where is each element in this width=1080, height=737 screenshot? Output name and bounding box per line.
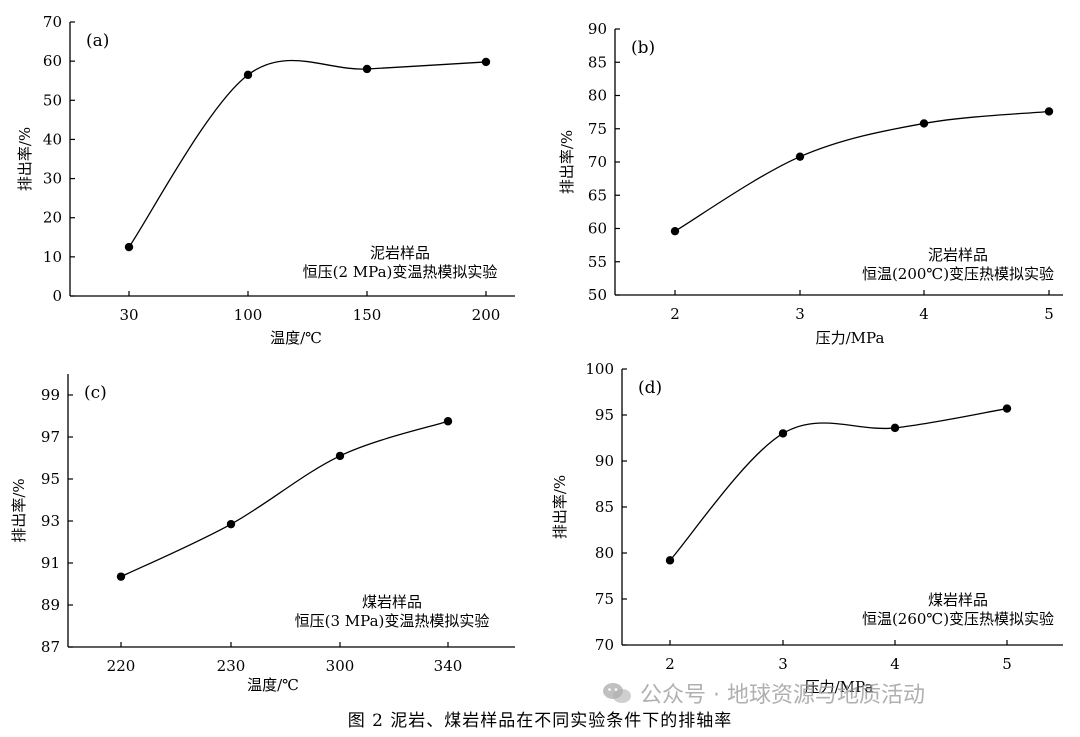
x-axis-title: 压力/MPa [816,329,885,347]
panel-label: (b) [631,38,655,58]
y-tick-label: 99 [41,386,60,404]
y-tick-label: 60 [588,220,607,238]
y-tick-label: 85 [588,53,607,71]
y-tick-label: 50 [43,91,62,109]
data-point [124,242,134,252]
series-line [128,59,487,248]
y-tick-label: 87 [41,638,60,656]
data-point [1044,107,1054,116]
watermark: 公众号 · 地球资源与地质活动 [602,676,1057,710]
x-tick-label: 30 [119,306,138,324]
series-line [120,420,449,578]
x-tick-label: 220 [107,657,136,675]
series-line [674,110,1050,232]
x-tick-label: 100 [234,306,263,324]
annotation-line: 恒温(200℃)变压热模拟实验 [862,265,1054,283]
y-tick-label: 75 [588,120,607,138]
x-axis-title: 温度/℃ [270,329,322,347]
x-tick-label: 4 [919,305,929,323]
y-tick-label: 93 [41,512,60,530]
x-axis-title: 温度/℃ [247,676,299,694]
annotation-line: 煤岩样品 [928,591,988,609]
y-tick-label: 75 [595,590,614,608]
y-axis-title: 排出率/% [558,130,576,194]
panel-d: 70 75 80 85 90 95 100 2 3 4 5 (d) 煤岩样品恒温(260℃)变压热模拟实… [551,360,1063,696]
data-point [670,226,680,236]
y-tick-label: 80 [595,544,614,562]
panel-label: (a) [86,31,109,51]
y-tick-label: 70 [595,636,614,654]
y-tick-label: 97 [41,428,60,446]
y-tick-label: 91 [41,554,60,572]
panel-label: (c) [84,383,107,403]
data-point [443,417,453,426]
y-tick-label: 55 [588,253,607,271]
y-tick-label: 20 [43,209,62,227]
y-tick-label: 80 [588,87,607,105]
y-tick-label: 40 [43,130,62,148]
data-point [665,556,675,565]
data-point [778,429,788,438]
data-point [481,57,491,67]
wechat-icon [603,683,631,703]
x-tick-label: 4 [890,655,900,673]
y-tick-label: 10 [43,248,62,266]
annotation-line: 恒温(260℃)变压热模拟实验 [862,610,1054,628]
x-tick-label: 5 [1044,305,1054,323]
annotation-line: 泥岩样品 [370,244,430,262]
y-tick-label: 65 [588,186,607,204]
y-tick-label: 30 [43,170,62,188]
data-point [919,119,929,128]
series-line [669,407,1008,561]
y-axis-title: 排出率/% [10,478,28,542]
y-tick-label: 60 [43,52,62,70]
x-tick-label: 150 [353,306,382,324]
x-tick-label: 340 [434,657,463,675]
annotation-line: 恒压(3 MPa)变温热模拟实验 [295,612,490,630]
data-point [362,64,372,74]
panel-label: (d) [638,378,662,398]
data-point [226,519,236,529]
y-tick-label: 90 [588,20,607,38]
y-axis-title: 排出率/% [551,475,569,539]
x-tick-label: 300 [326,657,355,675]
x-axis-title: 压力/MPa [805,678,874,696]
data-point [335,451,345,461]
y-tick-label: 95 [41,470,60,488]
y-tick-label: 70 [588,153,607,171]
y-tick-label: 100 [585,360,614,378]
x-tick-label: 2 [665,655,675,673]
y-tick-label: 70 [43,13,62,31]
y-tick-label: 85 [595,498,614,516]
data-point [1002,404,1012,413]
x-tick-label: 5 [1002,655,1012,673]
watermark-text: 公众号 · 地球资源与地质活动 [640,683,925,708]
x-tick-label: 3 [795,305,805,323]
y-axis-title: 排出率/% [16,127,34,191]
annotation-line: 煤岩样品 [362,593,422,611]
data-point [890,423,900,433]
x-tick-label: 230 [217,657,246,675]
annotation-line: 恒压(2 MPa)变温热模拟实验 [303,263,498,281]
data-point [116,572,126,581]
figure-caption: 图 2 泥岩、煤岩样品在不同实验条件下的排轴率 [347,711,733,731]
panel-b: 50 55 60 65 70 75 80 85 90 2 3 4 5 (b) 泥岩样品恒温(200℃)变压热… [558,20,1063,347]
data-point [795,152,805,161]
x-tick-label: 200 [472,306,501,324]
y-tick-label: 90 [595,452,614,470]
x-tick-label: 3 [778,655,788,673]
y-tick-label: 89 [41,596,60,614]
data-point [243,70,253,80]
annotation-line: 泥岩样品 [928,246,988,264]
y-tick-label: 50 [588,286,607,304]
y-tick-label: 95 [595,406,614,424]
y-tick-label: 0 [52,287,62,305]
x-tick-label: 2 [670,305,680,323]
